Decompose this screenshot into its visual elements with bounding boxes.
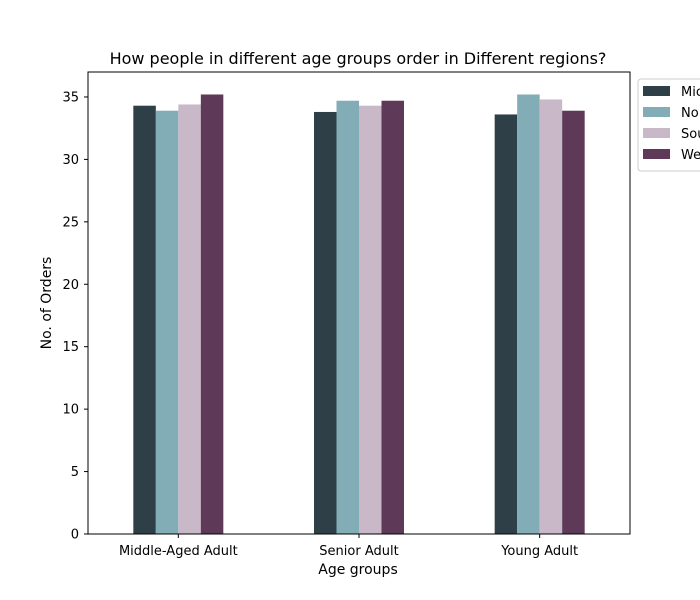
legend-label-northeast: No <box>681 106 699 121</box>
legend-label-south: Sou <box>681 127 700 142</box>
chart-title: How people in different age groups order… <box>110 49 607 68</box>
bar-south-0 <box>178 104 201 535</box>
bar-west-0 <box>200 94 224 534</box>
bar-midwest-2 <box>494 114 518 534</box>
legend-box <box>637 78 700 172</box>
legend-label-midwest: Mic <box>681 85 700 100</box>
y-tick-label: 15 <box>62 340 79 355</box>
bar-northeast-0 <box>155 110 179 535</box>
bar-midwest-0 <box>133 105 156 535</box>
y-axis-label: No. of Orders <box>39 257 55 350</box>
bar-west-1 <box>381 100 404 534</box>
y-tick-label: 10 <box>62 403 79 418</box>
y-tick-label: 35 <box>62 90 79 105</box>
legend: Mic No Sou We <box>637 78 700 172</box>
bar-midwest-1 <box>314 111 337 535</box>
y-tick-label: 30 <box>62 153 79 168</box>
legend-swatch-west <box>643 149 670 159</box>
x-axis-label: Age groups <box>318 562 397 578</box>
bar-northeast-1 <box>336 100 359 534</box>
x-tick-label: Middle-Aged Adult <box>119 544 238 559</box>
bar-south-1 <box>359 105 382 535</box>
y-tick-label: 20 <box>62 278 79 293</box>
legend-swatch-northeast <box>643 107 670 117</box>
bar-west-2 <box>562 110 585 535</box>
y-tick-label: 0 <box>71 528 79 543</box>
plot-area: 0 5 10 15 20 25 30 35 Middle-Aged Adult Senior Ad… <box>62 71 631 559</box>
legend-swatch-midwest <box>643 86 670 96</box>
x-tick-label: Young Adult <box>500 544 578 559</box>
bar-northeast-2 <box>517 94 540 534</box>
legend-swatch-south <box>643 128 670 138</box>
y-tick-label: 5 <box>71 465 79 480</box>
legend-label-west: We <box>681 148 700 163</box>
x-tick-label: Senior Adult <box>319 544 398 559</box>
y-tick-label: 25 <box>62 215 79 230</box>
bar-south-2 <box>539 99 563 534</box>
